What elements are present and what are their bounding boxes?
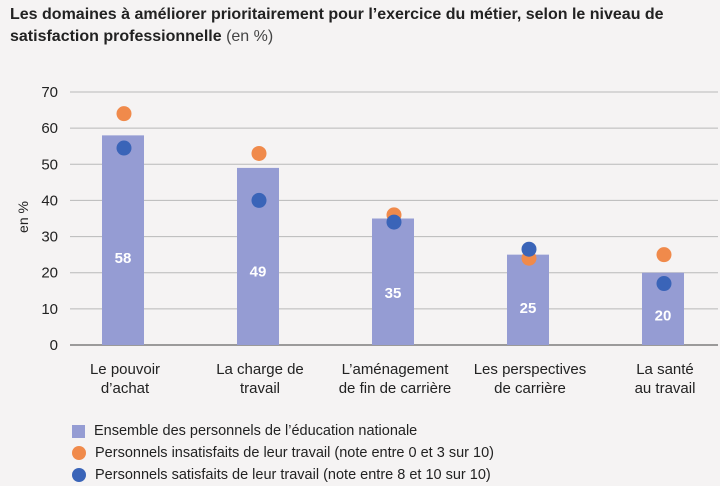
bar-value-label: 58 xyxy=(115,250,132,267)
y-tick-label: 70 xyxy=(41,84,58,101)
chart-title-unit: (en %) xyxy=(226,28,274,45)
dot-satisfaits xyxy=(386,214,402,230)
dot-satisfaits xyxy=(251,192,267,208)
x-tick-label: La charge de xyxy=(216,361,304,378)
dot-insatisfaits xyxy=(251,145,267,161)
legend-label: Personnels satisfaits de leur travail (n… xyxy=(95,467,491,483)
y-axis-ticks: 0 10 20 30 40 50 60 70 xyxy=(41,84,58,354)
bar xyxy=(507,254,549,345)
legend-item: Personnels insatisfaits de leur travail … xyxy=(72,442,494,464)
y-tick-label: 40 xyxy=(41,192,58,209)
y-tick-label: 60 xyxy=(41,120,58,137)
bar-value-label: 35 xyxy=(385,285,402,302)
x-axis-labels: Le pouvoir d’achat La charge de travail L’am… xyxy=(90,361,695,397)
dot-satisfaits xyxy=(521,241,537,257)
legend-item: Ensemble des personnels de l’éducation n… xyxy=(72,420,494,442)
x-tick-label: Le pouvoir xyxy=(90,361,160,378)
legend: Ensemble des personnels de l’éducation n… xyxy=(72,420,494,486)
y-tick-label: 20 xyxy=(41,265,58,282)
bars: 58 49 35 25 20 xyxy=(102,135,684,345)
y-tick-label: 50 xyxy=(41,156,58,173)
legend-label: Ensemble des personnels de l’éducation n… xyxy=(94,423,418,439)
chart-title: Les domaines à améliorer prioritairement… xyxy=(10,4,710,48)
bar-value-label: 49 xyxy=(250,264,267,281)
x-tick-label: au travail xyxy=(635,380,696,397)
dot-insatisfaits xyxy=(116,106,132,122)
legend-swatch xyxy=(72,468,86,482)
x-tick-label: travail xyxy=(240,380,280,397)
bar-chart: 0 10 20 30 40 50 60 70 en % 58 49 35 25 20 Le pouvo… xyxy=(15,84,718,397)
legend-item: Personnels satisfaits de leur travail (n… xyxy=(72,464,494,486)
legend-swatch xyxy=(72,446,86,460)
bar xyxy=(372,218,414,345)
legend-swatch xyxy=(72,424,85,438)
x-tick-label: Les perspectives xyxy=(474,361,587,378)
x-tick-label: de carrière xyxy=(494,380,566,397)
dots xyxy=(116,106,672,292)
dot-satisfaits xyxy=(116,140,132,156)
chart-title-text: Les domaines à améliorer prioritairement… xyxy=(10,6,664,45)
x-tick-label: La santé xyxy=(636,361,694,378)
x-tick-label: L’aménagement xyxy=(342,361,450,378)
bar-value-label: 20 xyxy=(655,308,672,325)
dot-insatisfaits xyxy=(656,247,672,263)
x-tick-label: de fin de carrière xyxy=(339,380,452,397)
bar xyxy=(102,135,144,345)
legend-label: Personnels insatisfaits de leur travail … xyxy=(95,445,494,461)
y-axis-label: en % xyxy=(15,201,31,233)
bar-value-label: 25 xyxy=(520,300,537,317)
dot-satisfaits xyxy=(656,276,672,292)
y-tick-label: 0 xyxy=(50,337,58,354)
y-tick-label: 10 xyxy=(41,301,58,318)
x-tick-label: d’achat xyxy=(101,380,150,397)
y-tick-label: 30 xyxy=(41,229,58,246)
